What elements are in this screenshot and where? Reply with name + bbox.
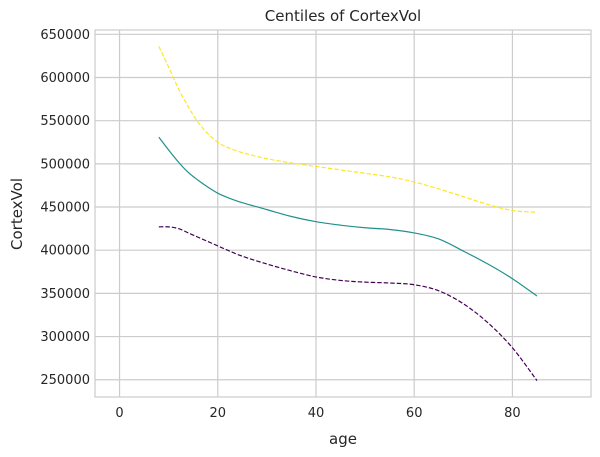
centile-line-1 (158, 46, 538, 213)
centile-line-2 (158, 136, 538, 297)
x-tick-label: 40 (308, 406, 325, 421)
x-tick-labels: 0 20 40 60 80 (115, 406, 520, 421)
centile-line-3 (158, 226, 538, 381)
x-tick-label: 60 (406, 406, 423, 421)
x-tick-label: 0 (115, 406, 123, 421)
grid (95, 30, 591, 397)
y-tick-label: 500000 (40, 157, 90, 172)
y-tick-label: 300000 (40, 330, 90, 345)
x-tick-label: 80 (504, 406, 521, 421)
y-axis-label: CortexVol (8, 178, 26, 250)
y-tick-label: 550000 (40, 114, 90, 129)
y-tick-label: 600000 (40, 71, 90, 86)
y-tick-label: 450000 (40, 201, 90, 216)
plot-frame (94, 29, 592, 398)
x-tick-label: 20 (209, 406, 226, 421)
chart-title: Centiles of CortexVol (265, 7, 421, 25)
y-tick-labels: 250000 300000 350000 400000 450000 500000 5500… (40, 28, 90, 388)
x-axis-label: age (329, 430, 357, 448)
y-tick-label: 400000 (40, 244, 90, 259)
y-tick-label: 250000 (40, 373, 90, 388)
y-tick-label: 350000 (40, 287, 90, 302)
series-lines (158, 46, 538, 381)
y-tick-label: 650000 (40, 28, 90, 43)
